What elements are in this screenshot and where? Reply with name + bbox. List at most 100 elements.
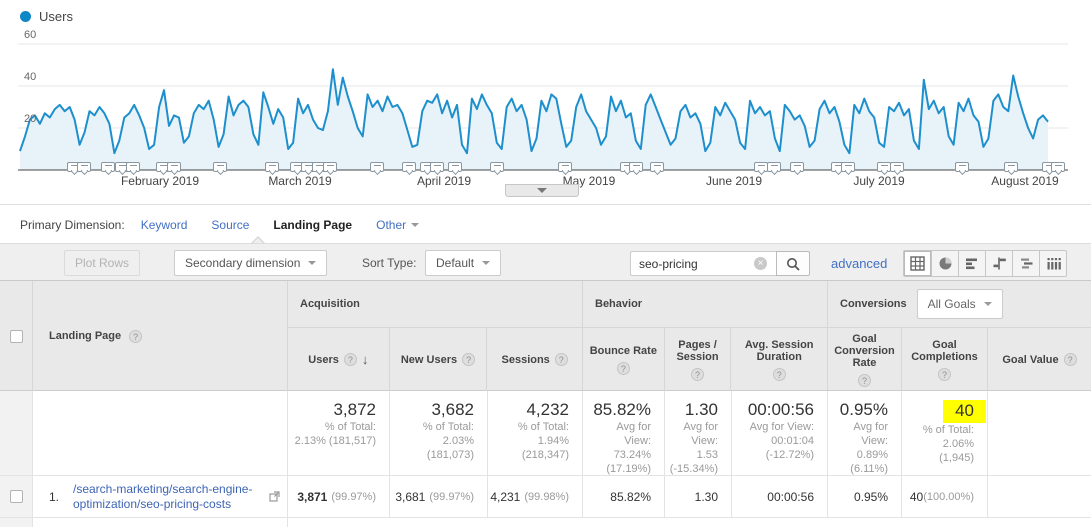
annotation-bubble-icon[interactable] <box>790 162 804 172</box>
help-icon[interactable] <box>129 329 143 343</box>
sort-type-dropdown[interactable]: Default <box>425 250 502 276</box>
pages-session-header-label: Pages / Session <box>676 338 719 363</box>
row-index: 1. <box>49 489 60 504</box>
sort-descending-icon <box>362 352 369 367</box>
percentage-view-icon <box>939 257 951 270</box>
help-icon[interactable] <box>691 367 705 381</box>
totals-new-users-value: 3,682 <box>431 400 474 419</box>
secondary-dimension-dropdown[interactable]: Secondary dimension <box>174 250 328 276</box>
search-button[interactable] <box>776 251 810 276</box>
annotation-bubble-icon[interactable] <box>1051 162 1065 172</box>
help-icon[interactable] <box>343 353 357 366</box>
select-all-checkbox[interactable] <box>9 329 23 343</box>
totals-new-users-sub: 2.03% (181,073) <box>426 435 474 461</box>
landing-page-link[interactable]: /search-marketing/search-engine-optimiza… <box>73 481 253 511</box>
totals-users-sub: 2.13% (181,517) <box>294 435 376 447</box>
annotation-bubble-icon[interactable] <box>167 162 181 172</box>
table-view-button[interactable] <box>904 251 931 276</box>
x-axis-month-label: March 2019 <box>268 174 332 188</box>
annotation-bubble-icon[interactable] <box>126 162 140 172</box>
annotation-bubble-icon[interactable] <box>955 162 969 172</box>
annotation-bubble-icon[interactable] <box>558 162 572 172</box>
totals-bounce-rate-sub: 73.24% <box>613 449 651 461</box>
selected-dimension-notch <box>251 236 265 244</box>
chart-collapse-handle[interactable] <box>505 184 579 197</box>
annotation-bubble-icon[interactable] <box>323 162 337 172</box>
pivot-view-button[interactable] <box>1039 251 1066 276</box>
annotation-bubble-icon[interactable] <box>650 162 664 172</box>
column-header-users[interactable]: Users <box>288 328 390 391</box>
dimension-landing-page-selected[interactable]: Landing Page <box>273 217 353 232</box>
annotation-bubble-icon[interactable] <box>213 162 227 172</box>
annotation-bubble-icon[interactable] <box>370 162 384 172</box>
performance-view-button[interactable] <box>958 251 985 276</box>
annotation-bubble-icon[interactable] <box>841 162 855 172</box>
annotation-bubble-icon[interactable] <box>448 162 462 172</box>
legend-label: Users <box>39 9 73 24</box>
totals-goal-completions-value-highlighted: 40 <box>943 400 986 423</box>
row-sessions-pct: (99.98%) <box>524 490 569 503</box>
help-icon[interactable] <box>772 367 786 381</box>
annotation-bubble-icon[interactable] <box>101 162 115 172</box>
dimension-source-link[interactable]: Source <box>211 217 250 232</box>
chart-legend: Users <box>20 9 73 24</box>
totals-avg-session-duration: 00:00:56 Avg for View: 00:01:04 (-12.72%… <box>732 391 828 475</box>
annotation-bubble-icon[interactable] <box>1004 162 1018 172</box>
column-header-goal-conversion-rate[interactable]: Goal Conversion Rate <box>828 328 902 391</box>
term-cloud-view-button[interactable] <box>1012 251 1039 276</box>
column-header-bounce-rate[interactable]: Bounce Rate <box>583 328 665 391</box>
open-in-new-icon[interactable] <box>269 491 280 502</box>
help-icon[interactable] <box>616 361 630 375</box>
row-bounce-rate-cell: 85.82% <box>583 476 665 517</box>
column-header-goal-value[interactable]: Goal Value <box>988 328 1091 391</box>
acquisition-label: Acquisition <box>300 298 360 310</box>
row-checkbox[interactable] <box>9 490 23 503</box>
column-header-pages-session[interactable]: Pages / Session <box>665 328 732 391</box>
annotation-bubble-icon[interactable] <box>890 162 904 172</box>
annotation-bubble-icon[interactable] <box>754 162 768 172</box>
help-icon[interactable] <box>858 373 871 387</box>
goal-conversion-rate-header-label: Goal Conversion Rate <box>834 332 895 369</box>
totals-pages-session-sub: 1.53 <box>696 449 718 461</box>
help-icon[interactable] <box>938 367 951 381</box>
annotation-bubble-icon[interactable] <box>490 162 504 172</box>
totals-avg-session-duration-sub: Avg for View: <box>749 421 814 433</box>
all-goals-dropdown[interactable]: All Goals <box>916 289 1003 319</box>
annotation-bubble-icon[interactable] <box>265 162 279 172</box>
annotation-bubble-icon[interactable] <box>430 162 444 172</box>
column-header-sessions[interactable]: Sessions <box>487 328 582 391</box>
dimension-keyword-link[interactable]: Keyword <box>140 217 188 232</box>
annotation-bubble-icon[interactable] <box>767 162 781 172</box>
annotation-bubble-icon[interactable] <box>77 162 91 172</box>
column-header-landing-page[interactable]: Landing Page <box>33 281 288 391</box>
column-header-new-users[interactable]: New Users <box>390 328 488 391</box>
advanced-search-link[interactable]: advanced <box>831 256 888 271</box>
clear-search-icon[interactable]: × <box>754 257 767 270</box>
help-icon[interactable] <box>554 353 568 366</box>
totals-sessions: 4,232 % of Total: 1.94% (218,347) <box>488 391 583 475</box>
table-header: Landing Page Acquisition Users New Users <box>0 281 1091 391</box>
annotation-bubble-icon[interactable] <box>402 162 416 172</box>
help-icon[interactable] <box>462 353 476 366</box>
column-header-goal-completions[interactable]: Goal Completions <box>902 328 988 391</box>
help-icon[interactable] <box>1063 353 1077 366</box>
search-input[interactable] <box>630 251 776 276</box>
totals-goal-completions: 40 % of Total: 2.06% (1,945) <box>902 391 988 475</box>
comparison-view-button[interactable] <box>985 251 1012 276</box>
totals-goal-completions-sub: 2.06% (1,945) <box>939 438 974 464</box>
table-toolbar: Plot Rows Secondary dimension Sort Type:… <box>0 243 1091 281</box>
totals-avg-session-duration-sub: (-12.72%) <box>765 449 814 461</box>
row-users-cell: 3,871 (99.97%) <box>288 476 390 517</box>
dimension-other-dropdown[interactable]: Other <box>376 218 420 232</box>
plot-rows-button[interactable]: Plot Rows <box>64 250 141 276</box>
annotation-bubble-icon[interactable] <box>629 162 643 172</box>
row-pages-session-cell: 1.30 <box>665 476 732 517</box>
x-axis-month-label: July 2019 <box>853 174 905 188</box>
percentage-view-button[interactable] <box>931 251 958 276</box>
row-pages-session-value: 1.30 <box>694 489 718 504</box>
annotation-bubble-icon[interactable] <box>877 162 891 172</box>
term-cloud-view-icon <box>1020 258 1032 269</box>
column-header-avg-session-duration[interactable]: Avg. Session Duration <box>731 328 827 391</box>
bounce-rate-header-label: Bounce Rate <box>589 344 657 357</box>
